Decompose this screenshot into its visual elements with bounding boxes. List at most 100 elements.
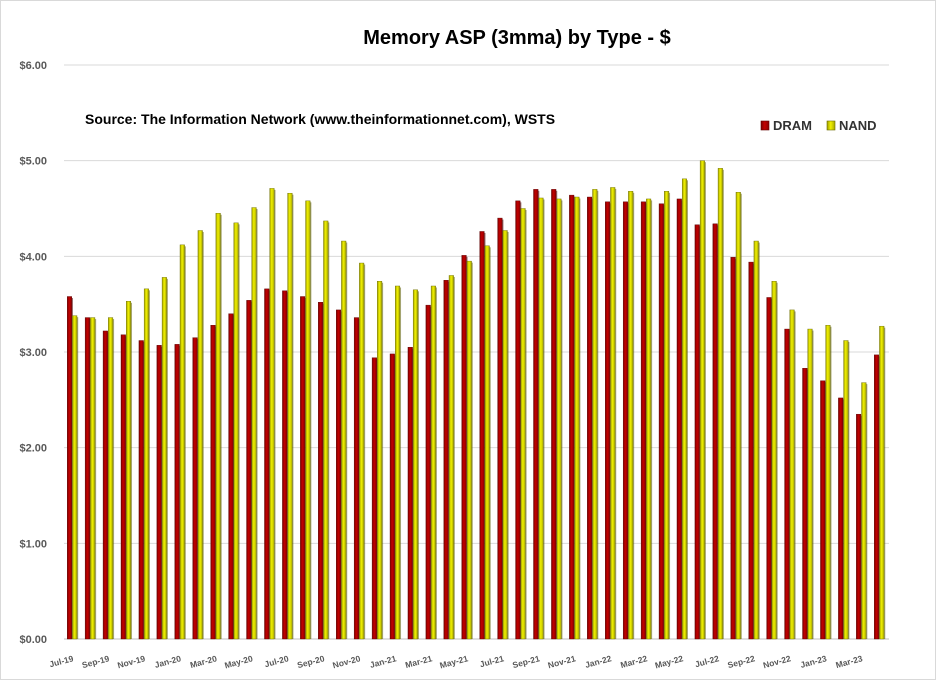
bar-dram	[784, 328, 790, 640]
bar-shadow	[722, 169, 724, 639]
bar-nand	[807, 328, 813, 640]
bar-shadow	[274, 189, 276, 639]
bar-nand	[233, 222, 239, 640]
bar-nand	[753, 240, 759, 640]
bar-dram	[515, 200, 521, 640]
bar-shadow	[830, 326, 832, 639]
bar-shadow	[310, 202, 312, 639]
bar-nand	[628, 191, 634, 640]
bar-shadow	[507, 232, 509, 639]
x-tick-label: Mar-21	[404, 653, 433, 670]
bar-nand	[108, 317, 114, 640]
bar-shadow	[650, 200, 653, 639]
bar-shadow	[740, 193, 742, 639]
x-tick-label: Nov-19	[116, 653, 146, 670]
bar-shadow	[615, 188, 617, 639]
bar-shadow	[453, 276, 455, 639]
bar-dram	[156, 345, 162, 640]
bar-dram	[66, 296, 72, 640]
bar-shadow	[238, 224, 240, 639]
bar-dram	[730, 257, 736, 640]
legend-swatch-nand	[826, 120, 836, 131]
bar-shadow	[166, 278, 168, 639]
bar-dram	[389, 353, 395, 640]
source-annotation: Source: The Information Network (www.the…	[85, 111, 555, 127]
bar-nand	[359, 262, 365, 640]
bar-nand	[681, 178, 687, 640]
bar-nand	[341, 240, 347, 640]
bar-dram	[712, 223, 718, 640]
bar-nand	[412, 289, 418, 640]
bar-dram	[569, 194, 575, 640]
bar-nand	[502, 230, 508, 640]
bar-dram	[407, 347, 413, 640]
bar-dram	[838, 397, 844, 640]
bar-nand	[592, 189, 598, 640]
x-tick-label: Sep-19	[81, 653, 111, 670]
x-tick-label: Mar-22	[619, 653, 648, 670]
bar-shadow	[77, 317, 79, 639]
bar-shadow	[130, 302, 133, 639]
bar-dram	[138, 340, 144, 640]
x-tick-label: Jan-21	[369, 653, 398, 670]
x-tick-label: May-20	[223, 653, 254, 670]
x-tick-label: Jul-19	[48, 653, 75, 669]
bar-nand	[215, 213, 221, 640]
y-tick-label: $1.00	[19, 538, 47, 550]
bar-nand	[377, 281, 383, 640]
bar-nand	[251, 207, 257, 640]
bar-nand	[72, 315, 78, 640]
bar-nand	[466, 260, 472, 640]
chart-title: Memory ASP (3mma) by Type - $	[363, 27, 671, 49]
bar-shadow	[776, 282, 778, 639]
bar-shadow	[866, 384, 868, 639]
bar-dram	[192, 337, 198, 640]
bar-nand	[556, 198, 562, 640]
bars	[66, 160, 886, 640]
x-tick-label: May-22	[654, 653, 685, 670]
bar-shadow	[758, 242, 760, 639]
bar-dram	[551, 189, 557, 640]
bar-shadow	[543, 199, 545, 639]
y-tick-label: $0.00	[19, 634, 47, 646]
bar-dram	[425, 304, 431, 640]
bar-dram	[300, 296, 306, 640]
bar-nand	[269, 188, 275, 640]
x-tick-label: Sep-22	[726, 653, 756, 670]
x-tick-label: Mar-23	[835, 653, 864, 670]
legend-swatch-dram	[760, 120, 770, 131]
bar-dram	[336, 309, 342, 640]
bar-nand	[843, 340, 849, 640]
bar-dram	[658, 203, 664, 640]
bar-dram	[802, 368, 808, 640]
bar-shadow	[525, 210, 527, 639]
bar-shadow	[704, 162, 706, 639]
bar-nand	[90, 317, 96, 640]
x-tick-label: May-21	[439, 653, 470, 670]
bar-nand	[323, 220, 329, 640]
bar-nand	[161, 277, 167, 640]
bar-nand	[305, 200, 311, 640]
bar-nand	[664, 191, 670, 640]
bar-dram	[748, 261, 754, 640]
x-tick-label: Nov-20	[331, 653, 361, 670]
x-tick-label: Jul-20	[263, 653, 290, 669]
bar-shadow	[668, 192, 671, 639]
x-tick-label: Mar-20	[189, 653, 218, 670]
bar-dram	[497, 217, 503, 640]
bar-shadow	[363, 264, 366, 639]
bar-nand	[430, 285, 436, 640]
bar-nand	[126, 301, 132, 640]
bar-dram	[640, 201, 646, 640]
bar-shadow	[328, 222, 330, 640]
x-tick-label: Nov-22	[762, 653, 792, 670]
bar-nand	[448, 275, 454, 640]
bar-dram	[587, 196, 593, 640]
bar-shadow	[435, 287, 437, 639]
bar-shadow	[184, 246, 186, 639]
y-tick-label: $5.00	[19, 156, 47, 168]
x-tick-label: Sep-20	[296, 653, 326, 670]
y-tick-label: $6.00	[19, 60, 47, 72]
bar-dram	[264, 288, 270, 640]
